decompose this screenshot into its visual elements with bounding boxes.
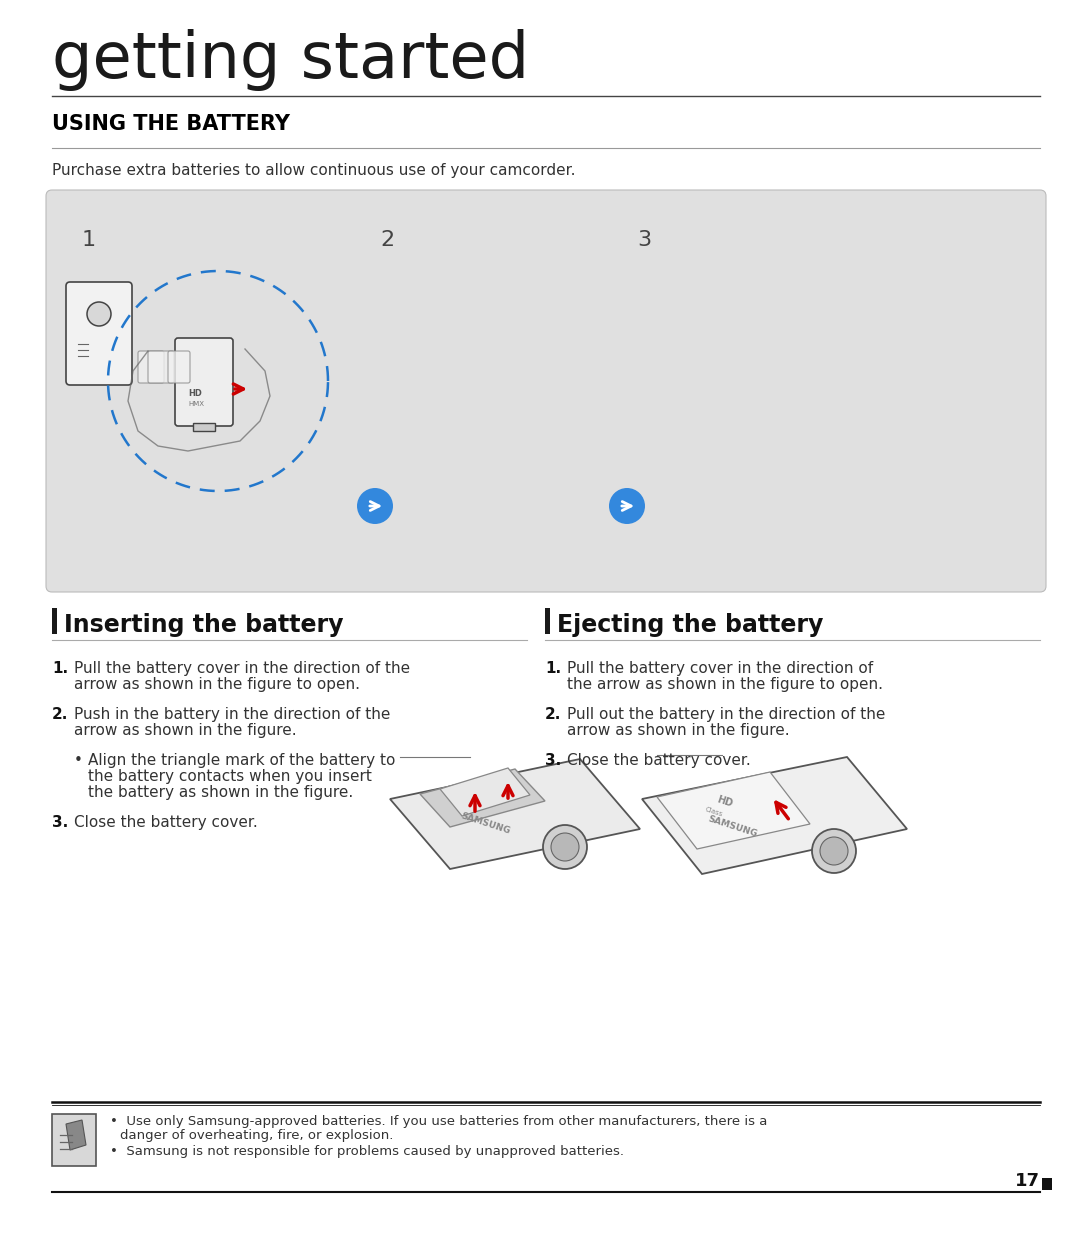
FancyBboxPatch shape [148, 351, 174, 383]
Circle shape [609, 488, 645, 524]
Text: Close the battery cover.: Close the battery cover. [75, 815, 258, 830]
Text: 1: 1 [82, 230, 96, 249]
Text: Pull the battery cover in the direction of: Pull the battery cover in the direction … [567, 661, 873, 676]
Text: Inserting the battery: Inserting the battery [64, 613, 343, 637]
Text: arrow as shown in the figure.: arrow as shown in the figure. [75, 722, 297, 739]
Text: Push in the battery in the direction of the: Push in the battery in the direction of … [75, 706, 390, 722]
Text: Pull out the battery in the direction of the: Pull out the battery in the direction of… [567, 706, 886, 722]
Circle shape [357, 488, 393, 524]
Bar [1042, 1178, 1052, 1191]
Bar [52, 1114, 96, 1166]
Text: •  Use only Samsung-approved batteries. If you use batteries from other manufact: • Use only Samsung-approved batteries. I… [110, 1115, 768, 1128]
Text: 2.: 2. [52, 706, 68, 722]
Bar [52, 608, 57, 634]
Circle shape [812, 829, 856, 873]
Polygon shape [440, 768, 530, 816]
Text: HMX: HMX [188, 401, 204, 408]
FancyBboxPatch shape [66, 282, 132, 385]
Polygon shape [390, 760, 640, 869]
Text: 2.: 2. [545, 706, 562, 722]
Polygon shape [657, 772, 810, 848]
Text: 2: 2 [380, 230, 394, 249]
Text: Ejecting the battery: Ejecting the battery [557, 613, 823, 637]
Circle shape [551, 832, 579, 861]
Text: Pull the battery cover in the direction of the: Pull the battery cover in the direction … [75, 661, 410, 676]
Text: HD: HD [716, 794, 734, 809]
Text: •  Samsung is not responsible for problems caused by unapproved batteries.: • Samsung is not responsible for problem… [110, 1145, 624, 1158]
Text: SAMSUNG: SAMSUNG [707, 815, 758, 839]
FancyBboxPatch shape [168, 351, 190, 383]
Text: 3.: 3. [52, 815, 68, 830]
Text: Purchase extra batteries to allow continuous use of your camcorder.: Purchase extra batteries to allow contin… [52, 163, 576, 178]
Text: 1.: 1. [52, 661, 68, 676]
FancyBboxPatch shape [175, 338, 233, 426]
Circle shape [87, 303, 111, 326]
Text: 3: 3 [637, 230, 651, 249]
Polygon shape [420, 769, 545, 827]
Text: getting started: getting started [52, 28, 529, 91]
Text: the battery contacts when you insert: the battery contacts when you insert [87, 769, 372, 784]
Text: arrow as shown in the figure to open.: arrow as shown in the figure to open. [75, 677, 360, 692]
Text: 1.: 1. [545, 661, 562, 676]
Text: SAMSUNG: SAMSUNG [460, 811, 512, 836]
Text: arrow as shown in the figure.: arrow as shown in the figure. [567, 722, 789, 739]
Text: 17: 17 [1015, 1172, 1040, 1191]
Text: the arrow as shown in the figure to open.: the arrow as shown in the figure to open… [567, 677, 883, 692]
Circle shape [543, 825, 588, 869]
Text: the battery as shown in the figure.: the battery as shown in the figure. [87, 785, 353, 800]
Text: Close the battery cover.: Close the battery cover. [567, 753, 751, 768]
FancyBboxPatch shape [46, 190, 1047, 592]
Polygon shape [642, 757, 907, 874]
FancyBboxPatch shape [138, 351, 164, 383]
Text: HD: HD [188, 389, 202, 398]
Bar [193, 424, 215, 431]
Text: USING THE BATTERY: USING THE BATTERY [52, 114, 291, 135]
Circle shape [820, 837, 848, 864]
Text: Class: Class [704, 806, 724, 818]
Text: •: • [75, 753, 83, 768]
Text: Align the triangle mark of the battery to: Align the triangle mark of the battery t… [87, 753, 395, 768]
Polygon shape [66, 1120, 86, 1150]
Bar [545, 608, 550, 634]
Text: 3.: 3. [545, 753, 562, 768]
Text: danger of overheating, fire, or explosion.: danger of overheating, fire, or explosio… [120, 1129, 393, 1142]
